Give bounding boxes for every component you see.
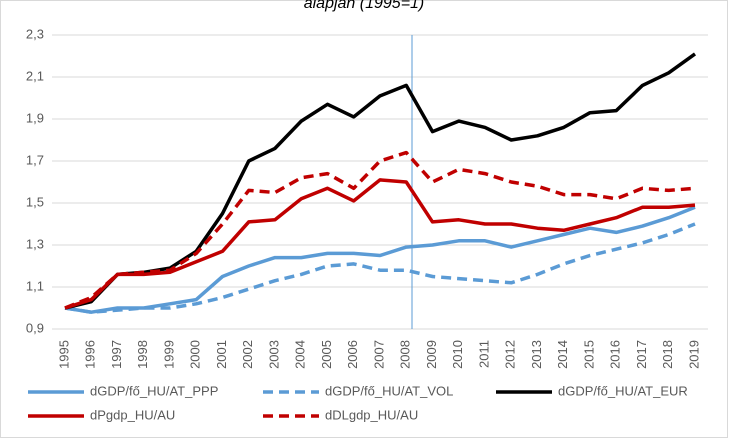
series-line: [64, 178, 696, 310]
x-tick-label: 1997: [109, 340, 124, 369]
x-tick-label: 2008: [398, 340, 413, 369]
series-line: [64, 150, 696, 310]
x-tick-label: 2012: [503, 340, 518, 369]
y-tick-label: 1,1: [26, 278, 44, 293]
y-tick-label: 1,7: [26, 152, 44, 167]
x-tick-label: 1999: [161, 340, 176, 369]
y-tick-label: 0,9: [26, 320, 44, 335]
x-tick-label: 2015: [581, 340, 596, 369]
x-tick-label: 1996: [83, 340, 98, 369]
y-tick-label: 2,3: [26, 26, 44, 41]
x-tick-label: 2013: [529, 340, 544, 369]
x-tick-label: 2010: [450, 340, 465, 369]
chart-title: alapján (1995=1): [304, 0, 425, 12]
x-tick-label: 2005: [319, 340, 334, 369]
series-line: [64, 205, 696, 314]
legend-label: dGDP/fő_HU/AT_VOL: [325, 383, 453, 398]
x-tick-label: 2002: [240, 340, 255, 369]
legend-label: dDLgdp_HU/AU: [325, 407, 418, 422]
y-tick-label: 2,1: [26, 68, 44, 83]
y-tick-label: 1,5: [26, 194, 44, 209]
x-tick-label: 2000: [188, 340, 203, 369]
y-tick-label: 1,9: [26, 110, 44, 125]
x-tick-label: 2007: [371, 340, 386, 369]
x-tick-label: 2001: [214, 340, 229, 369]
x-tick-label: 1998: [135, 340, 150, 369]
x-tick-label: 1995: [56, 340, 71, 369]
x-tick-label: 2009: [424, 340, 439, 369]
series-line: [64, 52, 697, 310]
x-tick-label: 2004: [293, 340, 308, 369]
legend-label: dGDP/fő_HU/AT_EUR: [558, 383, 688, 398]
y-tick-label: 1,3: [26, 236, 44, 251]
x-tick-label: 2011: [476, 340, 491, 368]
x-tick-label: 2006: [345, 340, 360, 369]
x-tick-label: 2003: [266, 340, 281, 369]
x-tick-label: 2019: [686, 340, 701, 369]
x-tick-label: 2014: [555, 340, 570, 369]
x-tick-label: 2016: [608, 340, 623, 369]
series-line: [64, 222, 696, 314]
x-tick-label: 2017: [634, 340, 649, 369]
x-tick-label: 2018: [660, 340, 675, 369]
legend-label: dGDP/fő_HU/AT_PPP: [90, 383, 218, 398]
legend-label: dPgdp_HU/AU: [90, 407, 175, 422]
